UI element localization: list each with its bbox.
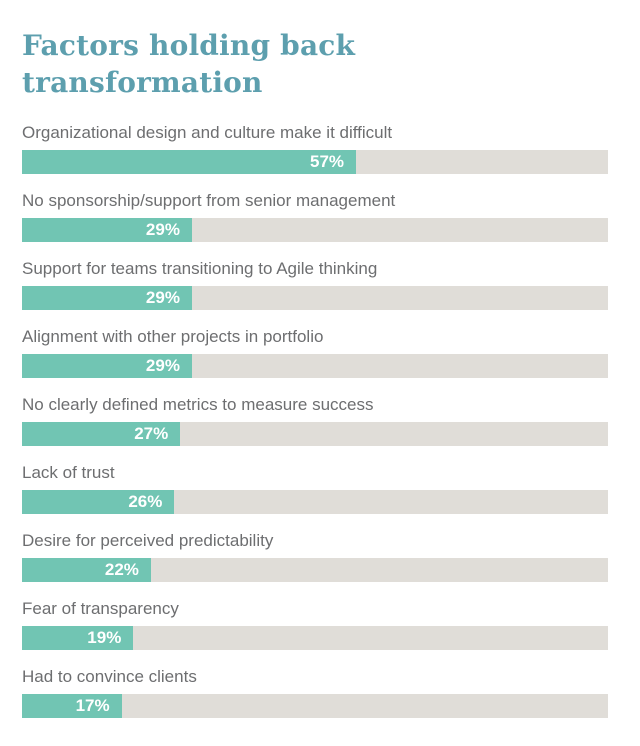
bar-fill: 57% (22, 150, 357, 174)
bar-value-label: 57% (309, 152, 345, 171)
bar-track: 26% (22, 490, 608, 514)
bar-fill: 27% (22, 422, 181, 446)
bar-track: 29% (22, 218, 608, 242)
bar-fill: 29% (22, 286, 192, 310)
bar-row: Alignment with other projects in portfol… (22, 327, 608, 378)
bar-track: 22% (22, 558, 608, 582)
bar-value-label: 27% (134, 424, 169, 443)
bar-row: Fear of transparency 19% (22, 599, 608, 650)
bar-category-label: Support for teams transitioning to Agile… (22, 259, 378, 278)
bar-row: No clearly defined metrics to measure su… (22, 395, 608, 446)
bar-fill: 26% (22, 490, 175, 514)
bar-category-label: Fear of transparency (22, 599, 179, 618)
bar-value-label: 29% (145, 220, 180, 239)
bar-value-label: 22% (104, 560, 139, 579)
chart-title-line1: Factors holding back (22, 29, 356, 62)
bar-track: 29% (22, 354, 608, 378)
bar-category-label: Organizational design and culture make i… (22, 123, 393, 142)
bar-row: Organizational design and culture make i… (22, 123, 608, 174)
bar-category-label: Had to convince clients (22, 667, 197, 686)
bar-value-label: 19% (87, 628, 122, 647)
bar-row: Support for teams transitioning to Agile… (22, 259, 608, 310)
bar-fill: 17% (22, 694, 122, 718)
bar-fill: 19% (22, 626, 134, 650)
bar-fill: 22% (22, 558, 151, 582)
bar-chart: Organizational design and culture make i… (22, 123, 608, 718)
bar-category-label: Alignment with other projects in portfol… (22, 327, 324, 346)
chart-title-line2: transformation (22, 66, 263, 99)
bar-category-label: Lack of trust (22, 463, 115, 482)
bar-track: 17% (22, 694, 608, 718)
bar-value-label: 29% (145, 356, 180, 375)
bar-category-label: No clearly defined metrics to measure su… (22, 395, 374, 414)
bar-track: 29% (22, 286, 608, 310)
bar-row: No sponsorship/support from senior manag… (22, 191, 608, 242)
bar-value-label: 17% (75, 696, 110, 715)
bar-row: Desire for perceived predictability 22% (22, 531, 608, 582)
bar-track: 57% (22, 150, 608, 174)
chart-title: Factors holding back transformation (22, 27, 608, 101)
bar-category-label: No sponsorship/support from senior manag… (22, 191, 396, 210)
bar-fill: 29% (22, 218, 192, 242)
bar-row: Had to convince clients 17% (22, 667, 608, 718)
bar-row: Lack of trust 26% (22, 463, 608, 514)
bar-category-label: Desire for perceived predictability (22, 531, 274, 550)
bar-fill: 29% (22, 354, 192, 378)
bar-track: 19% (22, 626, 608, 650)
bar-value-label: 26% (128, 492, 163, 511)
bar-value-label: 29% (145, 288, 180, 307)
bar-track: 27% (22, 422, 608, 446)
